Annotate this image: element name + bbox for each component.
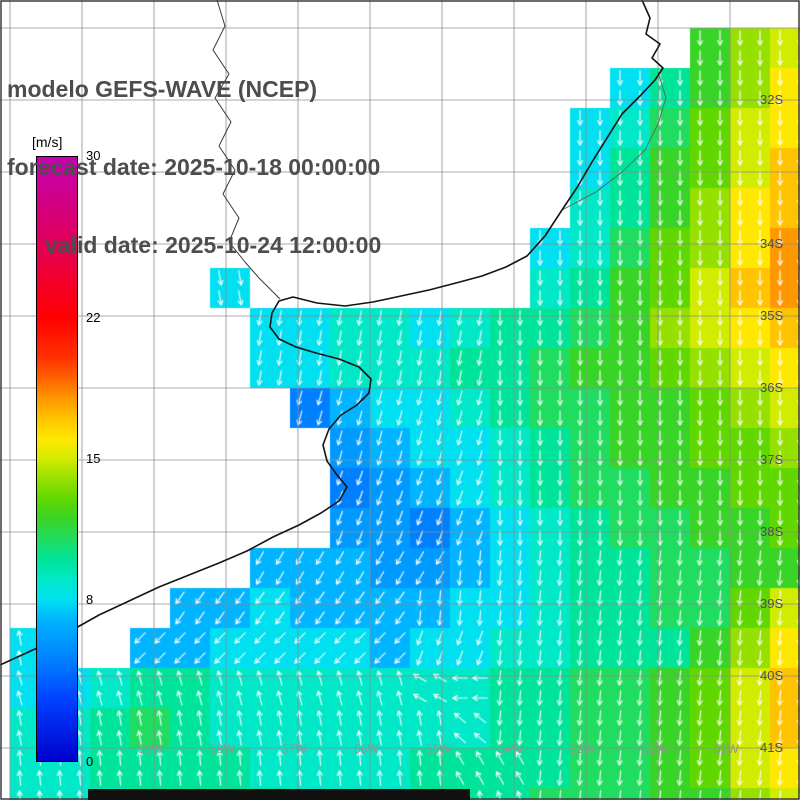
lat-label: 36S [760,380,784,395]
lat-label: 35S [760,308,784,323]
lat-label: 38S [760,524,784,539]
country-border [561,71,667,211]
river-line [212,0,281,300]
colorbar-tick-label: 0 [86,754,94,769]
lat-label: 39S [760,596,784,611]
colorbar-tick-label: 15 [86,451,101,466]
lon-label: 57W [282,742,307,756]
lon-label: 53W [570,742,595,756]
lon-label: 51W [714,742,739,756]
lon-label: 54W [498,742,523,756]
lon-label: 56W [354,742,379,756]
lon-label: 59W [138,742,163,756]
lat-label: 32S [760,92,784,107]
colorbar: [m/s] 30 22 15 8 0 [30,134,150,800]
colorbar-tick-label: 22 [86,309,101,325]
model-title: modelo GEFS-WAVE (NCEP) [7,76,318,102]
colorbar-tick-label: 30 [86,148,101,163]
coastline [0,0,664,666]
lat-label: 34S [760,236,784,251]
lon-label: 58W [210,742,235,756]
lat-label: 37S [760,452,784,467]
bottom-bar [88,789,470,800]
colorbar-tick-label: 8 [86,592,94,608]
lon-label: 55W [426,742,451,756]
valid-date: valid date: 2025-10-24 12:00:00 [45,232,382,258]
lon-label: 52W [642,742,667,756]
colorbar-gradient [36,156,78,762]
title-block: modelo GEFS-WAVE (NCEP) forecast date: 2… [7,24,381,310]
lat-label: 40S [760,668,784,683]
forecast-date: forecast date: 2025-10-18 00:00:00 [7,154,381,180]
lat-label: 41S [760,740,784,755]
colorbar-unit-label: [m/s] [32,134,63,150]
